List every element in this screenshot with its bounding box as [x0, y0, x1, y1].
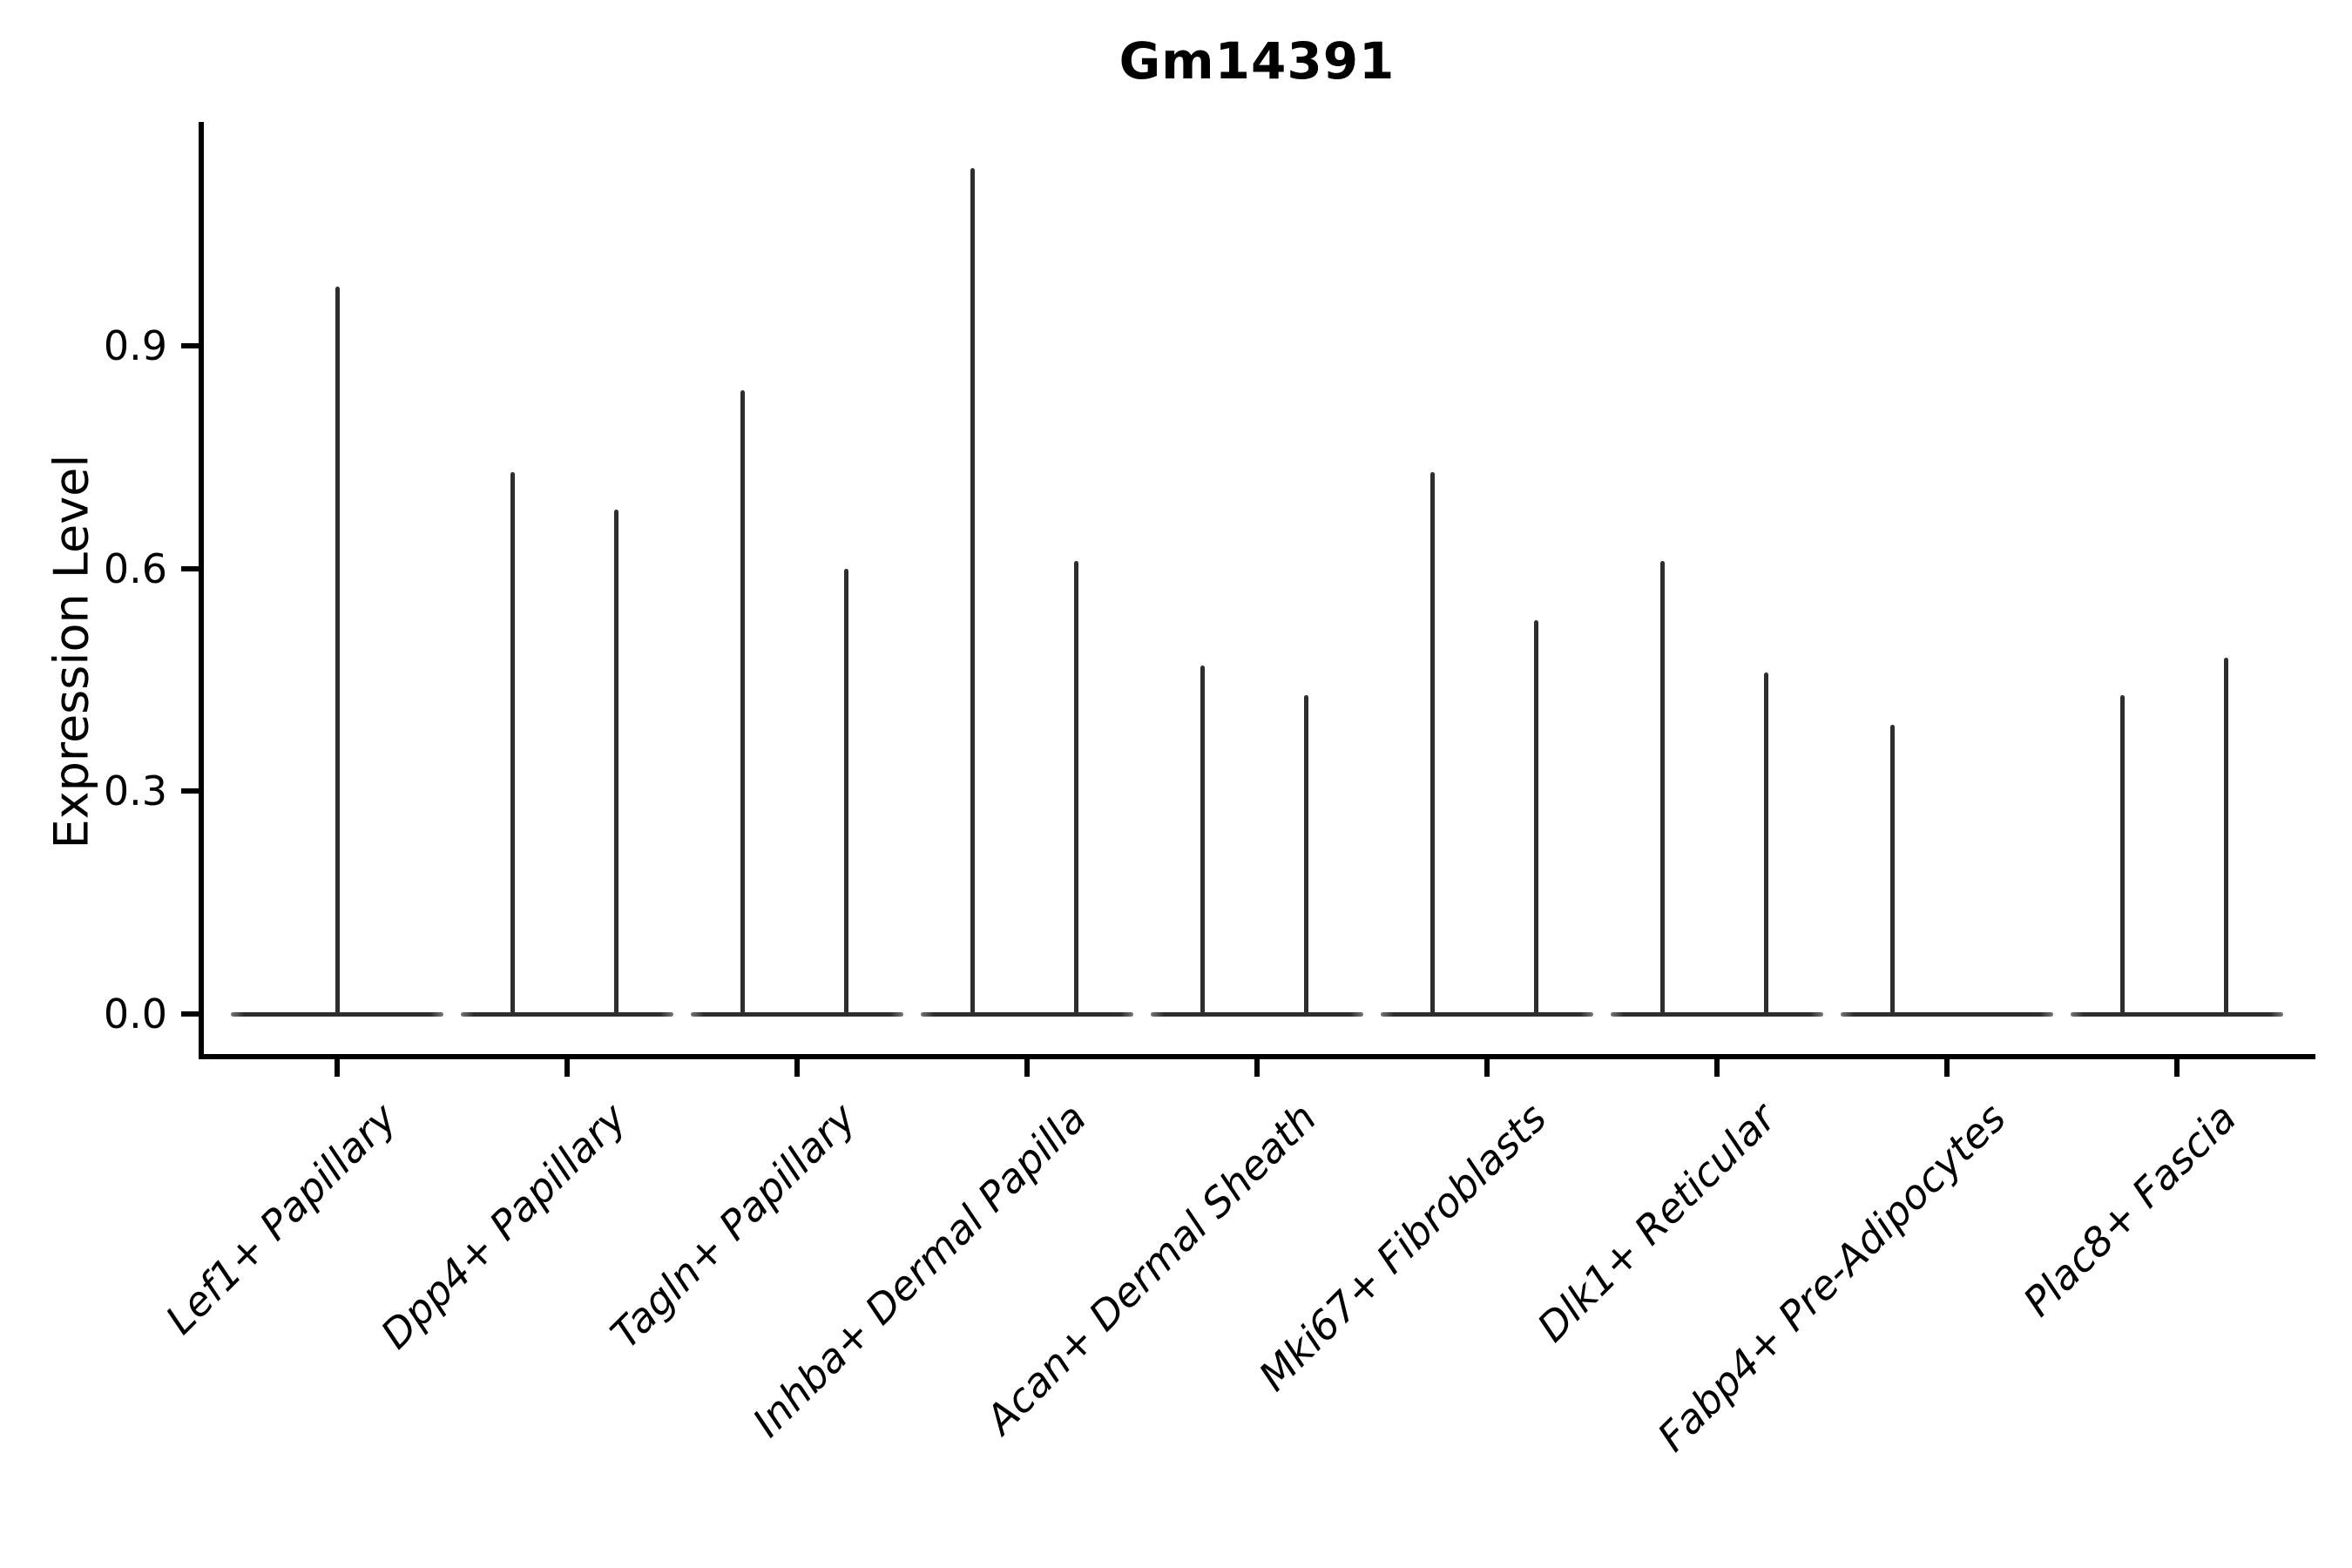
x-tick-mark: [1254, 1059, 1260, 1077]
violin-spike: [2120, 694, 2125, 1016]
violin-spike: [1764, 672, 1768, 1016]
x-tick-label: Dlk1+ Reticular: [1528, 1094, 1786, 1351]
violin-spike: [1304, 694, 1308, 1016]
y-tick-label: 0.6: [103, 544, 167, 592]
x-tick-label: Plac8+ Fascia: [2013, 1094, 2246, 1326]
violin-spike: [1534, 620, 1538, 1016]
x-tick-mark: [1714, 1059, 1720, 1077]
y-axis-spine: [199, 122, 204, 1059]
x-tick-mark: [1944, 1059, 1950, 1077]
y-tick-mark: [181, 788, 199, 794]
violin-spike: [970, 167, 975, 1016]
violin-spike: [335, 287, 340, 1016]
x-tick-label: Tagln+ Papillary: [601, 1094, 866, 1358]
chart-title: Gm14391: [1119, 31, 1396, 91]
violin-baseline: [1611, 1012, 1823, 1017]
violin-baseline: [1381, 1012, 1593, 1017]
violin-spike: [2224, 658, 2228, 1016]
x-axis-spine: [199, 1054, 2315, 1059]
x-tick-mark: [335, 1059, 340, 1077]
violin-baseline: [921, 1012, 1133, 1017]
violin-spike: [740, 390, 745, 1016]
y-tick-mark: [181, 343, 199, 349]
violin-spike: [1890, 724, 1895, 1016]
y-tick-label: 0.0: [103, 990, 167, 1037]
x-tick-mark: [564, 1059, 570, 1077]
x-tick-mark: [1484, 1059, 1490, 1077]
violin-baseline: [691, 1012, 903, 1017]
x-tick-mark: [794, 1059, 800, 1077]
violin-spike: [510, 472, 515, 1016]
y-tick-mark: [181, 565, 199, 571]
violin-spike: [1074, 561, 1078, 1016]
y-tick-mark: [181, 1011, 199, 1017]
y-tick-label: 0.9: [103, 322, 167, 370]
violin-baseline: [1151, 1012, 1363, 1017]
x-tick-label: Lef1+ Papillary: [156, 1094, 406, 1343]
violin-spike: [844, 568, 848, 1016]
violin-spike: [1430, 472, 1435, 1016]
violin-baseline: [461, 1012, 673, 1017]
violin-baseline: [2071, 1012, 2283, 1017]
violin-spike: [1200, 665, 1205, 1016]
violin-baseline: [1841, 1012, 2053, 1017]
x-tick-label: Dpp4+ Papillary: [371, 1094, 636, 1358]
x-tick-mark: [2174, 1059, 2180, 1077]
x-tick-mark: [1024, 1059, 1030, 1077]
y-tick-label: 0.3: [103, 767, 167, 815]
violin-spike: [614, 509, 618, 1016]
violin-spike: [1660, 561, 1665, 1016]
